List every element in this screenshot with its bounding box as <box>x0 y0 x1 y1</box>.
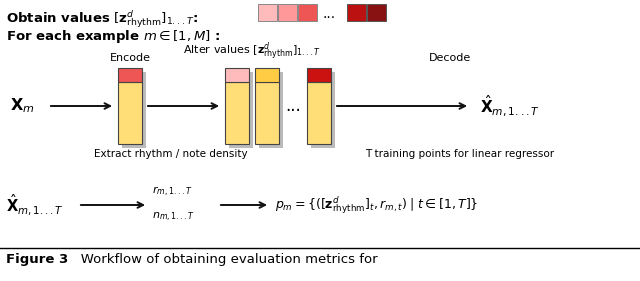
Text: $\mathbf{X}_m$: $\mathbf{X}_m$ <box>10 97 35 115</box>
Text: ...: ... <box>323 8 336 22</box>
Bar <box>367 4 386 21</box>
Bar <box>118 82 142 144</box>
Bar <box>118 68 142 82</box>
Bar <box>278 4 297 21</box>
Text: $\hat{\mathbf{X}}_{m,1...T}$: $\hat{\mathbf{X}}_{m,1...T}$ <box>6 192 64 217</box>
Text: $p_m = \{([\mathbf{z}^d_{\mathrm{rhythm}}]_t, r_{m,t}) \mid t \in [1, T]\}$: $p_m = \{([\mathbf{z}^d_{\mathrm{rhythm}… <box>275 194 479 216</box>
Bar <box>258 4 277 21</box>
Bar <box>259 72 283 148</box>
Text: $n_{m,1...T}$: $n_{m,1...T}$ <box>152 211 195 224</box>
Text: Extract rhythm / note density: Extract rhythm / note density <box>94 149 248 159</box>
Bar <box>298 4 317 21</box>
Bar <box>307 82 331 144</box>
Text: T training points for linear regressor: T training points for linear regressor <box>365 149 555 159</box>
Bar <box>122 72 146 148</box>
Bar <box>225 82 249 144</box>
Text: Decode: Decode <box>429 53 471 63</box>
Text: $r_{m,1...T}$: $r_{m,1...T}$ <box>152 185 192 199</box>
Bar <box>311 72 335 148</box>
Bar <box>225 68 249 82</box>
Bar <box>347 4 366 21</box>
Bar <box>255 82 279 144</box>
Text: ...: ... <box>285 97 301 115</box>
Text: Figure 3: Figure 3 <box>6 253 68 266</box>
Bar <box>307 68 331 82</box>
Text: For each example $m \in [1, M]$ :: For each example $m \in [1, M]$ : <box>6 28 220 45</box>
Text: $\hat{\mathbf{X}}_{m,1...T}$: $\hat{\mathbf{X}}_{m,1...T}$ <box>480 93 540 119</box>
Bar <box>255 68 279 82</box>
Text: Alter values $[\mathbf{z}^d_{\mathrm{rhythm}}]_{1...T}$: Alter values $[\mathbf{z}^d_{\mathrm{rhy… <box>183 41 321 63</box>
Text: Workflow of obtaining evaluation metrics for: Workflow of obtaining evaluation metrics… <box>68 253 378 266</box>
Text: Obtain values $[\mathbf{z}^d_{\mathrm{rhythm}}]_{1...T}$:: Obtain values $[\mathbf{z}^d_{\mathrm{rh… <box>6 8 198 30</box>
Bar <box>229 72 253 148</box>
Text: Encode: Encode <box>109 53 150 63</box>
